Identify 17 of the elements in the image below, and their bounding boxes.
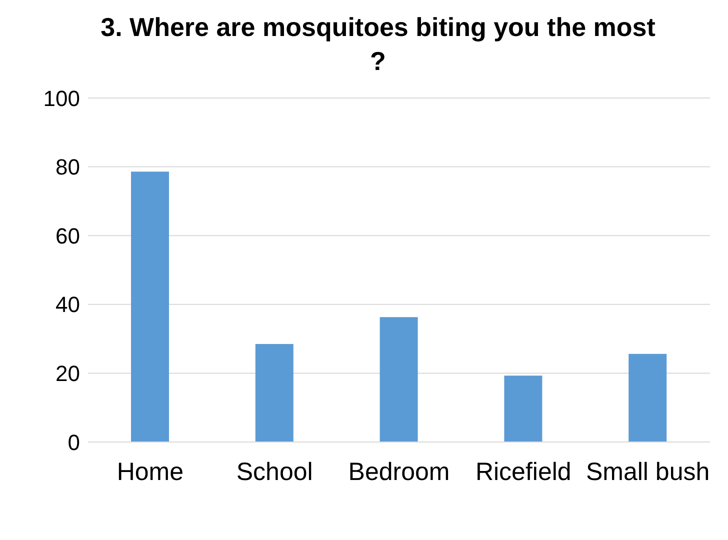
x-tick-label: Ricefield <box>475 458 572 486</box>
bar <box>504 376 542 442</box>
bar <box>131 172 169 442</box>
y-tick-label: 100 <box>43 86 80 111</box>
y-tick-label: 20 <box>56 361 80 386</box>
bar <box>255 344 294 442</box>
x-tick-label: Bedroom <box>348 458 450 486</box>
bar <box>628 354 667 442</box>
x-tick-label: Small bush <box>586 458 710 486</box>
x-tick-label: Home <box>116 458 184 486</box>
x-tick-label: School <box>236 458 313 486</box>
bar <box>380 317 418 442</box>
chart-title: 3. Where are mosquitoes biting you the most ? <box>100 11 656 78</box>
y-tick-label: 60 <box>56 223 80 248</box>
y-tick-label: 40 <box>56 292 80 318</box>
y-tick-label: 0 <box>68 430 80 455</box>
y-tick-label: 80 <box>56 154 80 180</box>
